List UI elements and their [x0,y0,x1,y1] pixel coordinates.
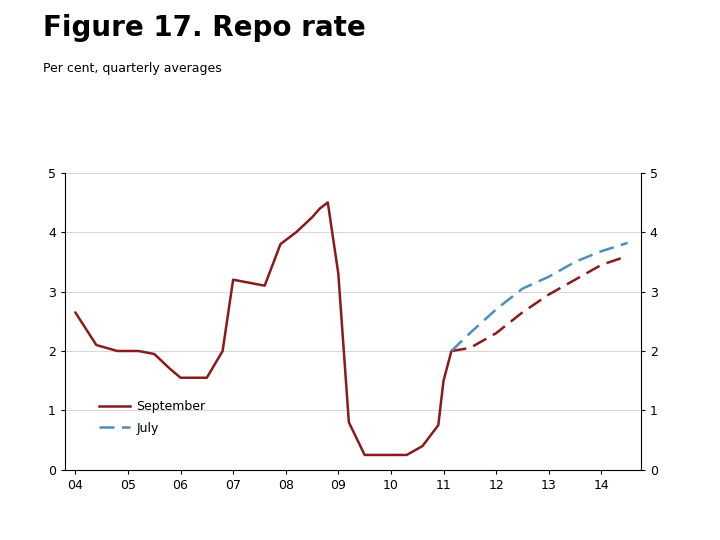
Legend: September, July: September, July [94,395,211,440]
Text: Figure 17. Repo rate: Figure 17. Repo rate [43,14,366,42]
Text: Source: The Riksbank: Source: The Riksbank [578,521,698,531]
Text: Per cent, quarterly averages: Per cent, quarterly averages [43,62,222,75]
Text: SVERIGES
RIKSBANK: SVERIGES RIKSBANK [644,50,684,63]
